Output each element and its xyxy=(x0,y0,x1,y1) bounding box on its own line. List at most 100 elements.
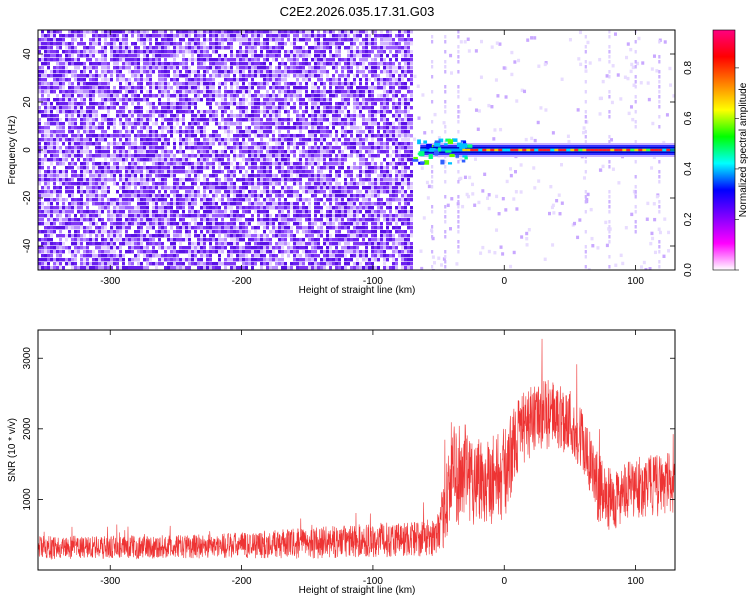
spectrogram-streak xyxy=(634,95,637,99)
spectrogram-streak xyxy=(444,110,447,114)
spectrogram-streak xyxy=(584,130,587,134)
spectrogram-streak xyxy=(658,100,661,104)
carrier-core xyxy=(482,148,487,152)
spectrogram-streak xyxy=(634,225,637,229)
spectrogram-streak xyxy=(608,230,611,234)
spectrogram-x-tick-label: 0 xyxy=(501,276,507,287)
snr-x-tick-label: -200 xyxy=(232,576,252,587)
spectrogram-streak xyxy=(584,115,587,119)
carrier-turbulence xyxy=(420,161,425,164)
spectrogram-streak xyxy=(658,95,661,99)
spectrogram-streak xyxy=(444,140,447,144)
carrier-turbulence xyxy=(461,159,466,163)
spectrogram-streak xyxy=(431,250,434,254)
spectrogram-streak xyxy=(457,205,460,209)
carrier-turbulence xyxy=(423,160,430,165)
colorbar-tick-label: 0.4 xyxy=(683,162,694,176)
carrier-core xyxy=(538,148,543,152)
spectrogram-streak xyxy=(431,235,434,239)
spectrogram-streak xyxy=(457,60,460,64)
spectrogram-streak xyxy=(584,80,587,84)
spectrogram-streak xyxy=(608,115,611,119)
spectrogram-streak xyxy=(634,185,637,189)
carrier-core xyxy=(606,148,611,152)
spectrogram-streak xyxy=(634,190,637,194)
carrier-turbulence xyxy=(464,156,468,160)
spectrogram-streak xyxy=(444,250,447,254)
carrier-core xyxy=(486,148,491,152)
carrier-core xyxy=(662,148,667,152)
spectrogram-streak xyxy=(658,70,661,74)
spectrogram-streak xyxy=(457,215,460,219)
carrier-turbulence xyxy=(413,156,418,160)
snr-x-tick-label: -300 xyxy=(100,576,120,587)
carrier-core xyxy=(626,148,631,152)
spectrogram-streak xyxy=(658,210,661,214)
spectrogram-streak xyxy=(634,230,637,234)
spectrogram-streak xyxy=(658,200,661,204)
spectrogram-streak xyxy=(457,95,460,99)
carrier-turbulence xyxy=(447,139,454,145)
spectrogram-y-label: Frequency (Hz) xyxy=(7,116,18,185)
carrier-turbulence xyxy=(440,159,445,165)
spectrogram-streak xyxy=(634,140,637,144)
carrier-core xyxy=(562,148,567,152)
spectrogram-streak xyxy=(457,110,460,114)
spectrogram-streak xyxy=(634,75,637,79)
spectrogram-streak xyxy=(608,110,611,114)
spectrogram-streak xyxy=(584,50,587,54)
spectrogram-streak xyxy=(658,245,661,249)
spectrogram-streak xyxy=(658,125,661,129)
carrier-core xyxy=(470,148,475,152)
carrier-turbulence xyxy=(451,138,458,142)
colorbar-tick-label: 0.0 xyxy=(683,263,694,277)
spectrogram-streak xyxy=(608,210,611,214)
spectrogram-streak xyxy=(431,230,434,234)
carrier-core xyxy=(550,148,555,152)
spectrogram-streak xyxy=(634,65,637,69)
spectrogram-streak xyxy=(608,70,611,74)
carrier-core xyxy=(622,148,627,152)
carrier-core xyxy=(598,148,603,152)
spectrogram-streak xyxy=(444,215,447,219)
snr-x-ticks: -300 -200 -100 0 100 xyxy=(100,330,644,587)
spectrogram-streak xyxy=(457,130,460,134)
spectrogram-x-tick-label: -200 xyxy=(232,276,252,287)
spectrogram-streak xyxy=(431,265,434,269)
carrier-core xyxy=(646,148,651,152)
carrier-turbulence xyxy=(412,159,419,162)
spectrogram-streak xyxy=(658,80,661,84)
spectrogram-streak xyxy=(584,120,587,124)
spectrogram-streak xyxy=(584,230,587,234)
spectrogram-streak xyxy=(444,65,447,69)
spectrogram-streak xyxy=(431,165,434,169)
spectrogram-streak xyxy=(457,200,460,204)
spectrogram-x-tick-label: -300 xyxy=(100,276,120,287)
spectrogram-streak xyxy=(634,210,637,214)
snr-x-tick-label: 100 xyxy=(627,576,644,587)
spectrogram-streak xyxy=(431,75,434,79)
spectrogram-streak xyxy=(444,90,447,94)
spectrogram-streak xyxy=(608,140,611,144)
spectrogram-streak xyxy=(457,90,460,94)
carrier-core xyxy=(590,148,595,152)
spectrogram-streak xyxy=(584,90,587,94)
carrier-turbulence xyxy=(420,153,424,156)
spectrogram-streak xyxy=(584,200,587,204)
spectrogram-streak xyxy=(584,190,587,194)
spectrogram-streak xyxy=(608,45,611,49)
snr-series-line xyxy=(38,338,675,560)
spectrogram-streak xyxy=(608,235,611,239)
spectrogram-streak xyxy=(658,55,661,59)
snr-y-tick-label: 2000 xyxy=(22,417,33,440)
spectrogram-y-tick-label: -20 xyxy=(22,190,33,205)
spectrogram-streak xyxy=(431,175,434,179)
spectrogram-streak xyxy=(444,70,447,74)
carrier-core xyxy=(478,148,483,152)
spectrogram-streak xyxy=(431,170,434,174)
colorbar-tick-label: 0.8 xyxy=(683,61,694,75)
carrier-core xyxy=(630,148,635,152)
spectrogram-streak xyxy=(608,205,611,209)
carrier-turbulence xyxy=(449,153,455,158)
spectrogram-streak xyxy=(608,75,611,79)
